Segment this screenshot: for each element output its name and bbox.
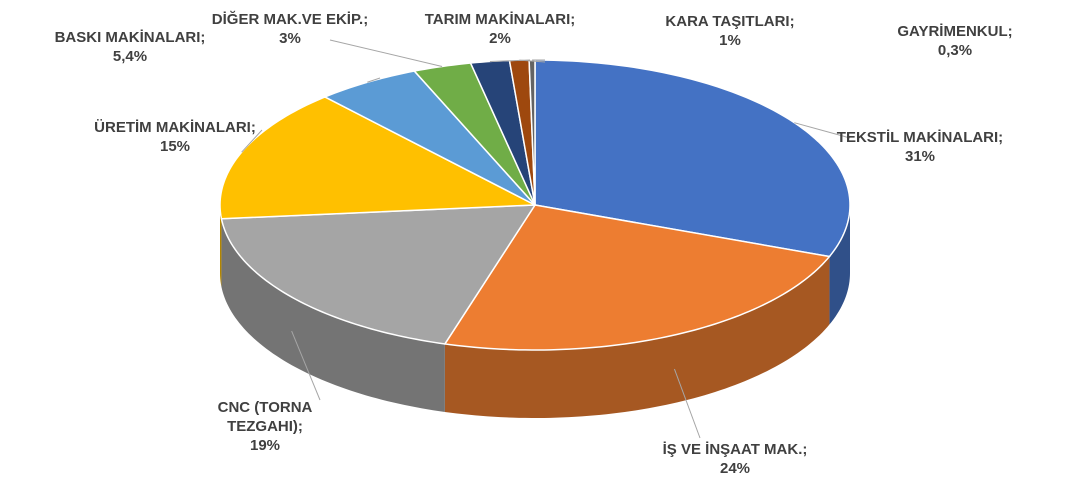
leaders xyxy=(241,39,851,439)
leader-line xyxy=(673,368,701,439)
category-label: GAYRİMENKUL; xyxy=(897,23,1013,40)
slice xyxy=(443,204,831,351)
value-label: 3% xyxy=(279,30,301,47)
value-label: 19% xyxy=(249,437,281,454)
data-label: ÜRETİM MAKİNALARI; 15% xyxy=(94,118,256,156)
value-label: 0,3% xyxy=(937,42,973,59)
slice-side xyxy=(220,205,222,287)
category-label: DİĞER MAK.VE EKİP.; xyxy=(211,11,369,28)
data-label: CNC (TORNA TEZGAHI); 19% xyxy=(208,398,323,455)
value-label: 2% xyxy=(489,30,511,47)
value-label: 31% xyxy=(904,148,936,165)
slice xyxy=(220,204,537,345)
slice-side xyxy=(829,205,850,325)
leader-line xyxy=(519,59,546,63)
slice-side xyxy=(444,256,830,418)
leader-line xyxy=(329,39,443,67)
value-label: 24% xyxy=(719,460,751,477)
leader-line xyxy=(794,122,851,139)
category-label: TARIM MAKİNALARI; xyxy=(424,11,576,28)
leader-line xyxy=(367,77,381,83)
category-label: TEKSTİL MAKİNALARI; xyxy=(836,129,1004,146)
data-label: GAYRİMENKUL; 0,3% xyxy=(897,22,1012,60)
side-walls xyxy=(220,205,850,418)
slice-tops xyxy=(219,59,851,351)
leader-line xyxy=(291,330,321,401)
slice xyxy=(534,59,851,258)
data-label: KARA TAŞITLARI; 1% xyxy=(665,12,794,50)
data-label: TARIM MAKİNALARI; 2% xyxy=(425,10,576,48)
slice xyxy=(412,62,536,206)
slice-side xyxy=(221,218,445,412)
category-label: CNC (TORNA TEZGAHI); xyxy=(217,399,313,435)
data-label: TEKSTİL MAKİNALARI; 31% xyxy=(837,128,1003,166)
value-label: 1% xyxy=(719,32,741,49)
category-label: ÜRETİM MAKİNALARI; xyxy=(94,119,256,136)
category-label: KARA TAŞITLARI; xyxy=(665,13,795,30)
leader-line xyxy=(241,129,263,153)
value-label: 5,4% xyxy=(112,48,148,65)
category-label: BASKI MAKİNALARI; xyxy=(54,29,206,46)
category-label: İŞ VE İNŞAAT MAK.; xyxy=(662,441,808,458)
data-label: BASKI MAKİNALARI; 5,4% xyxy=(55,28,206,66)
value-label: 15% xyxy=(159,138,191,155)
data-label: DİĞER MAK.VE EKİP.; 3% xyxy=(212,10,368,48)
data-label: İŞ VE İNŞAAT MAK.; 24% xyxy=(663,440,808,478)
